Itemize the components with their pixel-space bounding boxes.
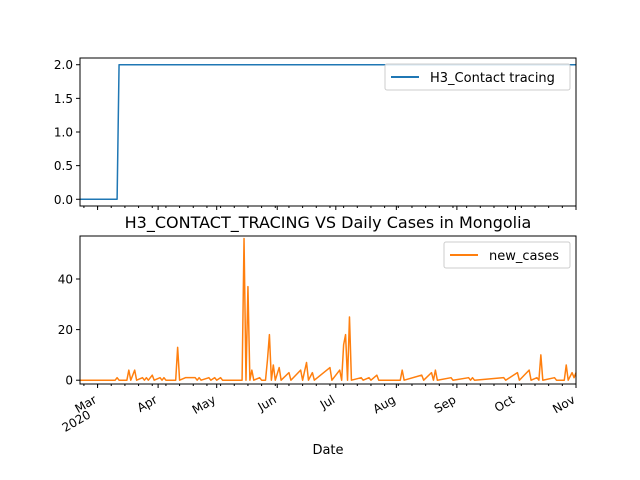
- bottom-axes-frame: [79, 235, 577, 385]
- x-axis-label: Date: [312, 443, 343, 458]
- bottom-y-ticks: 0 20 40: [58, 273, 80, 388]
- top-legend: H3_Contact tracing: [384, 63, 571, 91]
- top-axes: 0.0 0.5 1.0 1.5 2.0 H3_Contact tracing: [54, 57, 577, 210]
- bottom-chart-title: H3_CONTACT_TRACING VS Daily Cases in Mon…: [125, 213, 532, 233]
- y-tick-label: 0: [65, 374, 73, 388]
- bottom-legend-label: new_cases: [489, 249, 559, 264]
- y-tick-label: 1.0: [54, 126, 73, 140]
- top-series-lines: [80, 63, 576, 201]
- top-legend-label: H3_Contact tracing: [430, 71, 555, 86]
- series-line-new-cases: [80, 237, 577, 381]
- bottom-legend-box: [443, 241, 571, 269]
- y-tick-label: 0.0: [54, 193, 73, 207]
- x-tick-label: Jul: [317, 392, 337, 412]
- y-tick-label: 40: [58, 273, 73, 287]
- y-tick-label: 20: [58, 323, 73, 337]
- y-tick-label: 1.5: [54, 92, 73, 106]
- top-y-ticks: 0.0 0.5 1.0 1.5 2.0: [54, 58, 80, 207]
- y-tick-label: 0.5: [54, 159, 73, 173]
- top-legend-box: [384, 63, 571, 91]
- series-line-h3-contact-tracing: [80, 63, 576, 201]
- bottom-legend: new_cases: [443, 241, 571, 269]
- top-x-ticks: [83, 206, 577, 210]
- y-tick-label: 2.0: [54, 58, 73, 72]
- bottom-series-lines: [80, 237, 577, 381]
